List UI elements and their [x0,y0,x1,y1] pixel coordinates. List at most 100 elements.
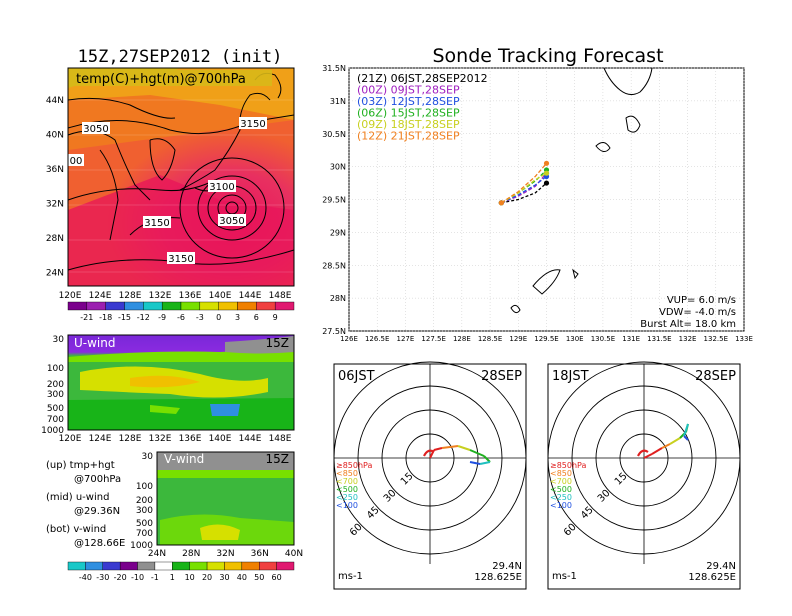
temp-map: 3050 3150 3100 3150 3050 3150 00 temp(C)… [46,67,295,301]
lon-tick-label: 132E [149,291,172,301]
lat-tick-label: 36N [46,165,64,175]
colorbar-label: -15 [118,313,131,322]
hodograph-segment [433,447,443,451]
pressure-tick-label: 300 [136,506,153,516]
hodograph-segment [483,455,491,463]
track-point [498,200,504,206]
hodograph-segment [643,453,653,459]
level-legend: ≥850hPa [550,461,587,470]
track-point [543,180,550,186]
hodograph-segment [457,445,471,451]
legend-entry: (09Z) 18JST,28SEP [357,118,460,131]
colorbar-label: 30 [219,573,229,582]
level-legend: <500 [550,485,572,494]
colorbar-swatch [241,561,260,571]
lat-tick-label: 30.5N [322,130,346,139]
lat-tick-label: 30N [330,163,346,172]
colorbar-label: 50 [254,573,264,582]
colorbar-label: 0 [216,313,221,322]
track-point [543,160,550,166]
colorbar-label: 60 [272,573,282,582]
lon-tick-label: 127E [397,335,415,343]
colorbar-swatch [102,561,121,571]
hodograph-time: 18JST [552,369,589,384]
u-wind-time: 15Z [266,336,290,350]
hodograph-segment [423,449,435,457]
level-legend: <850 [336,469,358,478]
colorbar-label: -20 [114,573,127,582]
contour-label: 3050 [83,124,108,135]
left-title: 15Z,27SEP2012 (init) [78,47,283,67]
hodograph-segment [469,461,481,465]
colorbar-swatch [224,561,243,571]
pressure-tick-label: 200 [136,496,153,506]
hodograph-segment [661,443,671,449]
colorbar-label: 10 [185,573,195,582]
hodograph-unit: ms-1 [338,571,363,582]
hodograph-segment [479,461,491,465]
colorbar-swatch [180,301,201,311]
colorbar-swatch [276,561,295,571]
colorbar-swatch [206,561,225,571]
lon-tick-label: 132E [149,434,172,444]
pressure-tick-label: 100 [136,482,153,492]
lon-tick-label: 148E [269,434,292,444]
colorbar-swatch [105,301,125,311]
colorbar-label: 1 [170,573,175,582]
colorbar-label: -6 [177,313,185,322]
lon-tick-label: 144E [239,434,262,444]
lon-tick-label: 126.5E [365,335,389,343]
level-legend: <500 [336,485,358,494]
colorbar-label: -10 [131,573,144,582]
lat-tick-label: 40N [46,131,64,141]
colorbar-swatch [154,561,173,571]
pressure-tick-label: 500 [136,519,153,529]
colorbar-swatch [86,301,106,311]
hodograph-segment [651,447,663,455]
colorbar-swatch [256,301,276,311]
level-legend: <100 [550,501,572,510]
colorbar-swatch [161,301,182,311]
lat-tick-label: 28N [46,234,64,244]
lat-tick-label: 31N [330,97,346,106]
param-burst: Burst Alt= 18.0 km [640,319,736,330]
colorbar-swatch [274,301,295,311]
lon-tick-label: 131E [622,335,640,343]
colorbar-swatch [143,301,163,311]
lon-tick-label: 129E [509,335,527,343]
contour-label: 3150 [144,218,169,229]
lon-tick-label: 124E [89,291,112,301]
track-line [501,182,547,204]
colorbar-label: -9 [158,313,166,322]
pressure-tick-label: 700 [47,415,64,425]
pressure-tick-label: 200 [47,380,64,390]
lat-tick-label: 28.5N [322,261,346,270]
lon-tick-label: 140E [209,434,232,444]
lat-tick-label: 32N [216,549,234,559]
contour-label: 3150 [168,254,193,265]
level-legend: <700 [336,477,358,486]
lon-tick-label: 132.5E [704,335,728,343]
note-bot: (bot) v-wind [46,524,106,535]
hodograph-date: 28SEP [695,369,736,384]
lon-tick-label: 128E [119,434,142,444]
lon-tick-label: 127.5E [421,335,445,343]
colorbar-label: -40 [79,573,92,582]
legend-entry: (21Z) 06JST,28SEP2012 [357,72,488,85]
level-legend: <250 [336,493,358,502]
param-vup: VUP= 6.0 m/s [667,295,736,306]
note-up: (up) tmp+hgt [46,460,115,471]
note-mid: (mid) u-wind [46,492,109,503]
colorbar-label: -18 [99,313,112,322]
pressure-tick-label: 1000 [41,426,64,436]
level-legend: <850 [550,469,572,478]
level-legend: <700 [550,477,572,486]
lat-tick-label: 24N [148,549,166,559]
lon-tick-label: 128.5E [478,335,502,343]
colorbar-swatch [67,561,86,571]
hodograph-lat: 29.4N [706,561,736,572]
